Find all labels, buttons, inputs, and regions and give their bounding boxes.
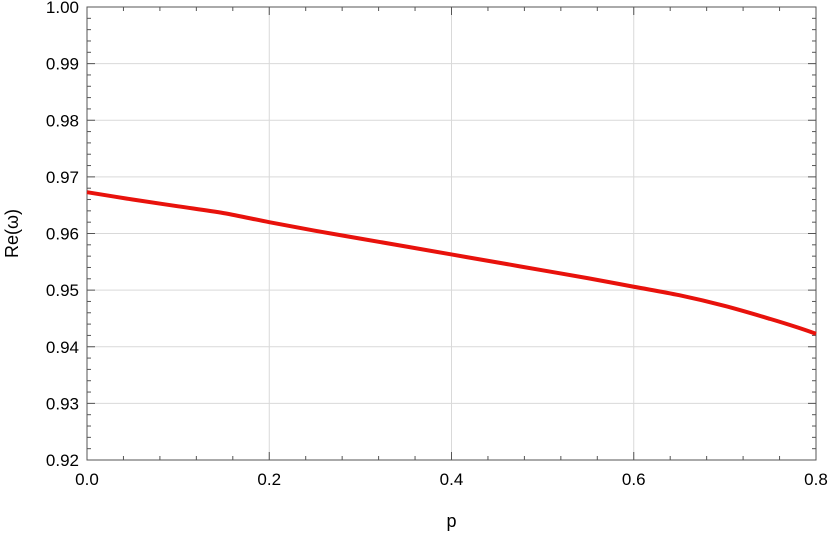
y-tick-label: 0.93	[46, 394, 79, 413]
y-tick-label: 0.92	[46, 451, 79, 470]
x-axis-label: p	[446, 511, 456, 531]
series-line	[86, 190, 817, 336]
y-axis-label: Re(ω)	[2, 209, 22, 258]
x-tick-label: 0.6	[622, 470, 646, 489]
axis-ticks	[86, 6, 817, 461]
y-tick-label: 0.97	[46, 168, 79, 187]
y-tick-label: 0.94	[46, 338, 79, 357]
x-axis-tick-labels: 0.0 0.2 0.4 0.6 0.8	[75, 470, 828, 489]
x-tick-label: 0.4	[440, 470, 464, 489]
series-layer	[86, 190, 817, 336]
y-tick-label: 1.00	[46, 0, 79, 17]
y-axis-tick-labels: 0.92 0.93 0.94 0.95 0.96 0.97 0.98 0.99 1.00	[46, 0, 79, 470]
x-tick-label: 0.8	[804, 470, 828, 489]
grid	[87, 7, 816, 460]
y-tick-label: 0.99	[46, 55, 79, 74]
x-tick-label: 0.0	[75, 470, 99, 489]
y-tick-label: 0.98	[46, 111, 79, 130]
y-tick-label: 0.95	[46, 281, 79, 300]
x-tick-label: 0.2	[257, 470, 281, 489]
y-tick-label: 0.96	[46, 225, 79, 244]
